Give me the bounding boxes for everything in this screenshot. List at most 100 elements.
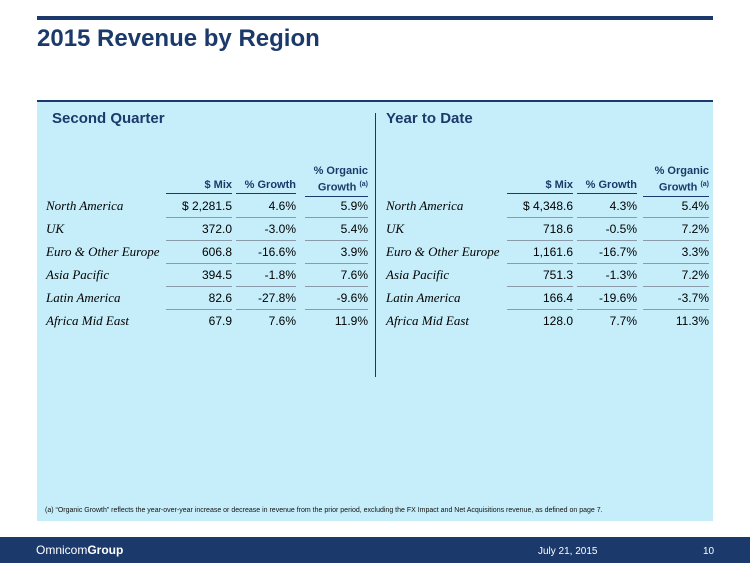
table-cell-growth: 4.3%: [609, 199, 637, 213]
footer-bar: [0, 537, 750, 563]
col-header-organic-label: % Organic Growth: [313, 165, 368, 194]
table-cell-organic: 7.2%: [681, 222, 709, 236]
row-rule: [305, 240, 368, 241]
row-label: North America: [386, 198, 464, 213]
table-cell-growth: -0.5%: [605, 222, 637, 236]
col-header-organic: % Organic Growth (a): [643, 165, 709, 197]
row-rule: [507, 286, 573, 287]
row-rule: [236, 309, 296, 310]
row-label: Asia Pacific: [386, 267, 450, 282]
col-header-mix: $ Mix: [507, 179, 573, 194]
table-cell-growth: -3.0%: [264, 222, 296, 236]
table-cell-organic: 5.9%: [340, 199, 368, 213]
table-cell-organic: -9.6%: [336, 291, 368, 305]
row-rule: [236, 217, 296, 218]
row-label: Africa Mid East: [46, 313, 130, 328]
table-cell-mix: 1,161.6: [532, 245, 573, 259]
section-heading-year-to-date: Year to Date: [386, 110, 473, 127]
row-rule: [236, 286, 296, 287]
table-cell-mix: 718.6: [542, 222, 573, 236]
table-cell-growth: -27.8%: [257, 291, 296, 305]
logo-suffix: Group: [87, 543, 124, 557]
row-rule: [577, 217, 637, 218]
col-header-growth: % Growth: [236, 179, 296, 194]
col-header-organic-sup: (a): [359, 181, 368, 188]
table-cell-organic: 3.3%: [681, 245, 709, 259]
col-header-growth: % Growth: [577, 179, 637, 194]
row-rule: [643, 217, 709, 218]
table-cell-mix: 166.4: [542, 291, 573, 305]
table-cell-mix: $ 2,281.5: [181, 199, 232, 213]
row-label: UK: [386, 221, 405, 236]
row-rule: [305, 263, 368, 264]
table-cell-growth: 7.6%: [268, 314, 296, 328]
table-cell-mix: 751.3: [542, 268, 573, 282]
row-rule: [577, 240, 637, 241]
col-header-mix: $ Mix: [166, 179, 232, 194]
row-rule: [166, 309, 232, 310]
row-rule: [643, 263, 709, 264]
row-rule: [166, 217, 232, 218]
table-cell-organic: 5.4%: [681, 199, 709, 213]
table-cell-mix: $ 4,348.6: [522, 199, 573, 213]
row-rule: [577, 263, 637, 264]
table-cell-mix: 394.5: [201, 268, 232, 282]
table-cell-growth: -16.6%: [257, 245, 296, 259]
table-cell-growth: -1.8%: [264, 268, 296, 282]
company-logo: OmnicomGroup: [36, 543, 123, 557]
col-header-organic: % Organic Growth (a): [305, 165, 368, 197]
col-header-organic-label: % Organic Growth: [654, 165, 709, 194]
top-rule: [37, 16, 713, 20]
row-rule: [236, 263, 296, 264]
footnote: (a) “Organic Growth” reflects the year-o…: [45, 507, 603, 514]
row-label: North America: [46, 198, 124, 213]
section-heading-second-quarter: Second Quarter: [52, 110, 165, 127]
row-rule: [305, 286, 368, 287]
row-rule: [507, 309, 573, 310]
row-rule: [643, 286, 709, 287]
table-cell-organic: 7.6%: [340, 268, 368, 282]
table-cell-organic: 3.9%: [340, 245, 368, 259]
row-label: Latin America: [386, 290, 461, 305]
col-header-organic-sup: (a): [700, 181, 709, 188]
table-cell-organic: 7.2%: [681, 268, 709, 282]
row-rule: [643, 240, 709, 241]
row-label: Latin America: [46, 290, 121, 305]
table-cell-organic: 11.3%: [675, 314, 709, 328]
row-rule: [507, 217, 573, 218]
row-label: Euro & Other Europe: [386, 244, 500, 259]
page-title: 2015 Revenue by Region: [37, 25, 320, 52]
row-rule: [643, 309, 709, 310]
section-divider: [375, 113, 376, 377]
table-cell-growth: -19.6%: [598, 291, 637, 305]
row-rule: [577, 309, 637, 310]
row-label: Asia Pacific: [46, 267, 110, 282]
table-cell-organic: 11.9%: [334, 314, 368, 328]
row-rule: [166, 263, 232, 264]
row-rule: [507, 240, 573, 241]
table-cell-organic: -3.7%: [677, 291, 709, 305]
table-cell-growth: 4.6%: [268, 199, 296, 213]
row-label: Africa Mid East: [386, 313, 470, 328]
footer-date: July 21, 2015: [538, 546, 598, 557]
table-cell-growth: -16.7%: [598, 245, 637, 259]
row-label: UK: [46, 221, 65, 236]
row-rule: [166, 240, 232, 241]
table-cell-mix: 128.0: [542, 314, 573, 328]
page-number: 10: [703, 546, 715, 557]
table-cell-growth: 7.7%: [609, 314, 637, 328]
table-cell-mix: 67.9: [208, 314, 232, 328]
row-rule: [507, 263, 573, 264]
logo-prefix: Omnicom: [36, 543, 88, 557]
table-cell-growth: -1.3%: [605, 268, 637, 282]
table-cell-mix: 606.8: [201, 245, 232, 259]
table-cell-mix: 372.0: [201, 222, 232, 236]
row-rule: [166, 286, 232, 287]
row-rule: [305, 309, 368, 310]
row-rule: [236, 240, 296, 241]
table-cell-organic: 5.4%: [340, 222, 368, 236]
row-rule: [305, 217, 368, 218]
row-rule: [577, 286, 637, 287]
row-label: Euro & Other Europe: [46, 244, 160, 259]
table-cell-mix: 82.6: [208, 291, 232, 305]
